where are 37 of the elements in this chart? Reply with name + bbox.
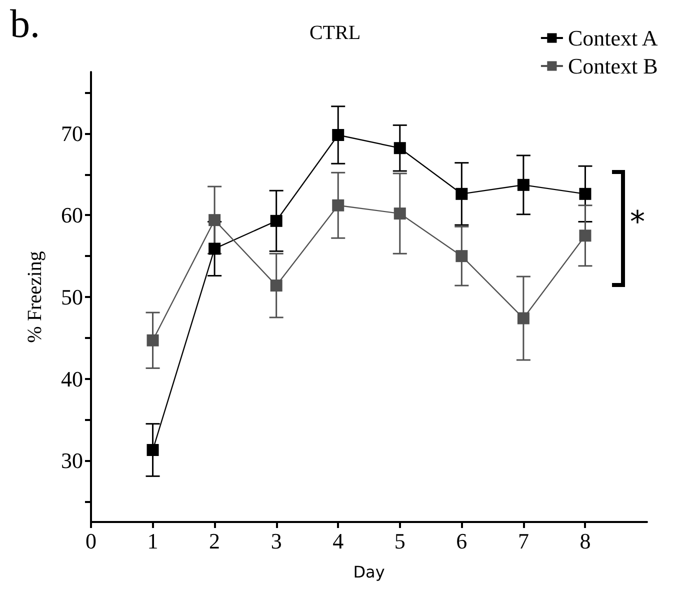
y-tick-label: 30 (61, 448, 83, 474)
y-tick-label: 60 (61, 202, 83, 228)
annotation: * (630, 205, 645, 240)
x-tick-label: 7 (518, 528, 529, 554)
x-axis-title: Day (353, 562, 385, 582)
y-axis-title: % Freezing (24, 251, 46, 343)
point (332, 129, 344, 141)
x-tick-label: 0 (86, 528, 96, 554)
chart-title: CTRL (309, 22, 361, 44)
x-tick-label: 4 (332, 528, 344, 554)
y-tick-label: 50 (61, 284, 83, 310)
text: b. (10, 0, 40, 47)
x-tick-label: 6 (456, 528, 468, 554)
point (456, 250, 468, 262)
point (579, 188, 592, 200)
x-tick-label: 1 (147, 528, 158, 554)
point (579, 230, 592, 242)
point (146, 444, 159, 456)
x-tick-label: 8 (580, 528, 591, 554)
y-tick-label: 40 (61, 366, 83, 392)
point (146, 334, 159, 346)
point (394, 142, 406, 154)
point (208, 242, 221, 255)
point (456, 188, 468, 200)
point (332, 199, 344, 212)
point (394, 208, 406, 220)
point (270, 280, 282, 292)
point (517, 178, 530, 191)
y-tick-label: 70 (61, 120, 83, 146)
point (517, 312, 530, 324)
x-tick-label: 3 (270, 528, 282, 554)
x-tick-label: 2 (209, 528, 220, 554)
point (270, 214, 282, 227)
legend-label: Context B (568, 54, 658, 78)
legend-label: Context A (568, 26, 658, 50)
point (208, 214, 221, 226)
x-tick-label: 5 (394, 528, 406, 554)
